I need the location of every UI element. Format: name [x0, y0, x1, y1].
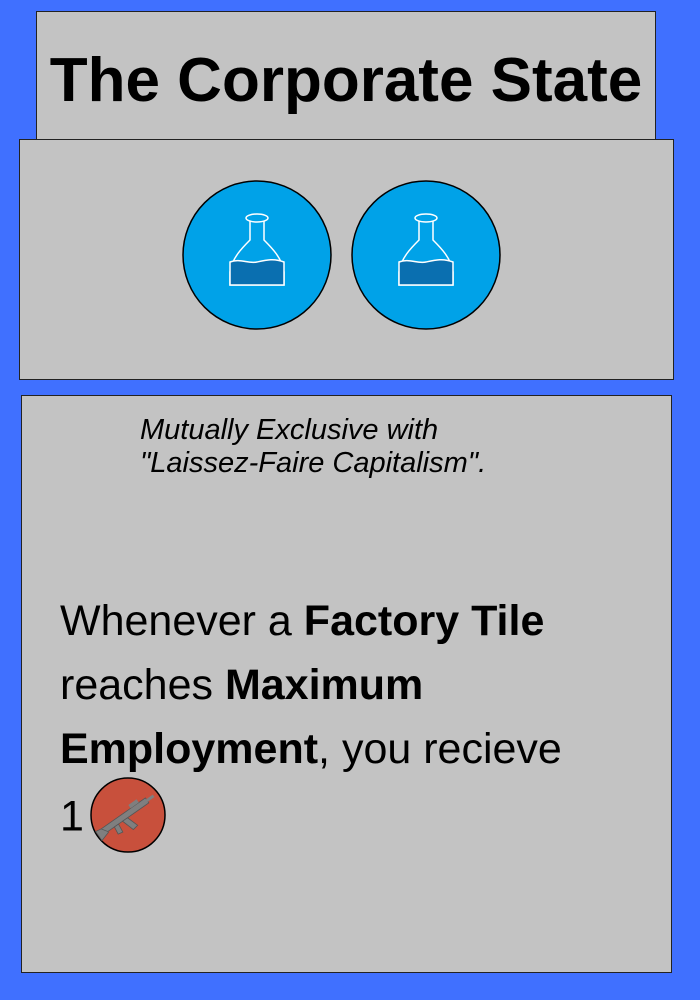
note-line-2: "Laissez-Faire Capitalism".	[140, 447, 487, 479]
effect-text-2: reaches	[60, 661, 225, 709]
rifle-icon	[90, 777, 166, 853]
effect-text-3: , you recieve	[318, 725, 562, 773]
science-flask-icon	[182, 180, 332, 330]
title-panel: The Corporate State	[36, 11, 656, 140]
rules-panel: Mutually Exclusive with "Laissez-Faire C…	[21, 395, 672, 973]
science-flask-icon	[351, 180, 501, 330]
effect-text: Whenever a Factory Tile reaches Maximum …	[60, 589, 660, 857]
reward-amount: 1	[60, 792, 84, 841]
cost-panel	[19, 139, 674, 380]
effect-text-1: Whenever a	[60, 597, 304, 645]
maximum-employment-term: Maximum Employment	[60, 661, 424, 773]
factory-tile-term: Factory Tile	[303, 597, 545, 645]
card-title: The Corporate State	[49, 46, 643, 115]
note-line-1: Mutually Exclusive with	[140, 414, 439, 446]
exclusivity-note: Mutually Exclusive with "Laissez-Faire C…	[140, 414, 486, 480]
